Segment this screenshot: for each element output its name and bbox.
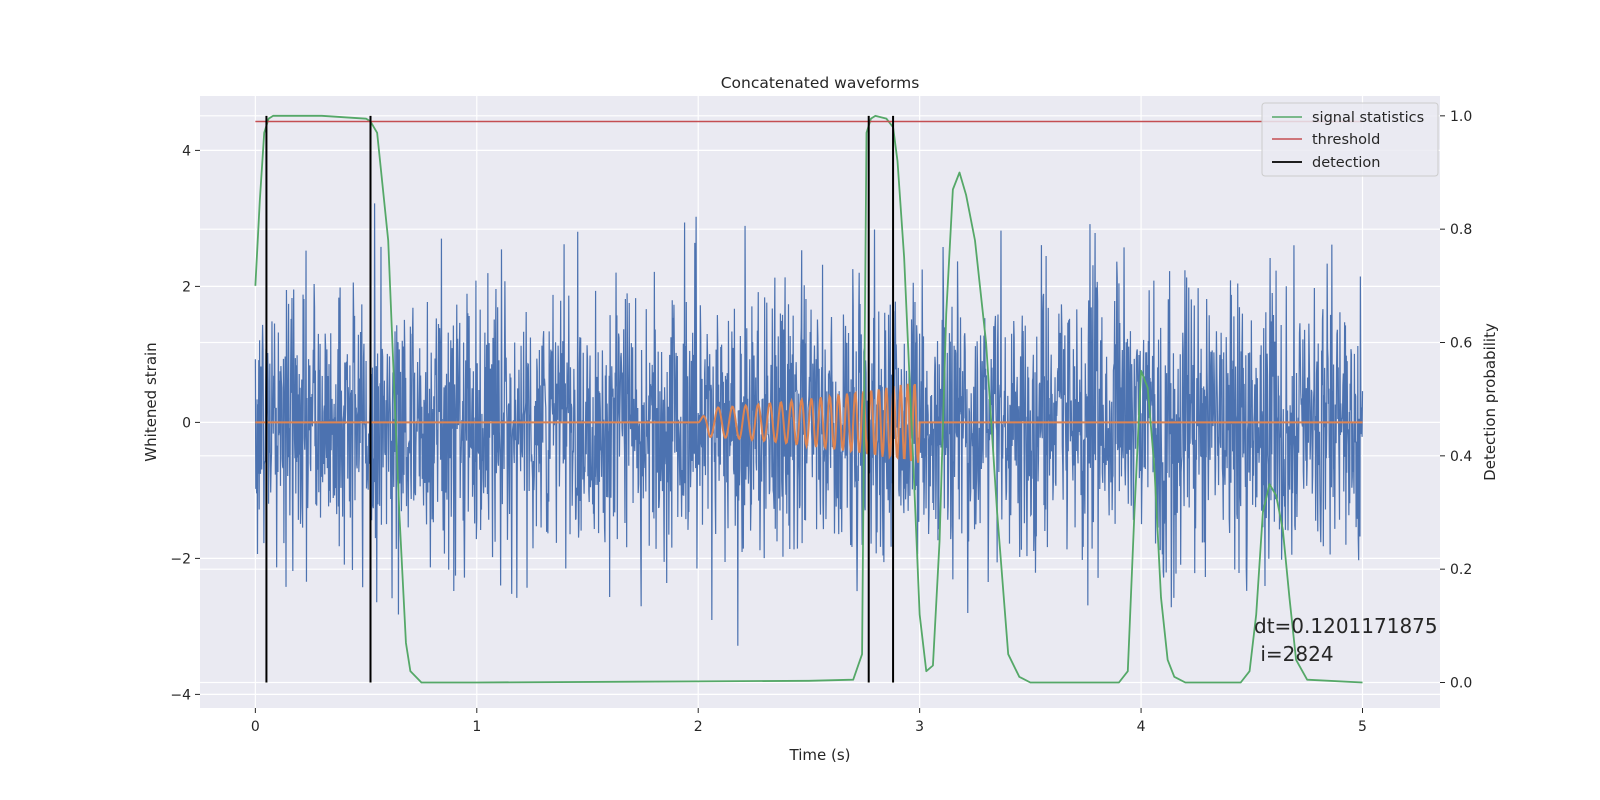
series-whitened-strain — [254, 203, 1364, 646]
y2-tick-label-5: 1.0 — [1450, 109, 1472, 125]
legend-box — [1261, 102, 1439, 177]
x-tick-label-3: 3 — [915, 719, 924, 735]
annotation-i: i=2824 — [1254, 642, 1334, 666]
y-axis-label: Whitened strain — [142, 342, 160, 461]
y-tick-label-4: 4 — [182, 143, 191, 159]
chart-title: Concatenated waveforms — [721, 74, 920, 92]
y-tick-label-2: 0 — [182, 415, 191, 431]
y2-axis-label: Detection probability — [1481, 323, 1499, 481]
injection-layer — [255, 383, 1363, 463]
y-tick-label-3: 2 — [182, 279, 191, 295]
y2-tick-label-3: 0.6 — [1450, 336, 1472, 352]
legend-label-threshold: threshold — [1312, 132, 1380, 148]
x-tick-label-2: 2 — [694, 719, 703, 735]
stat-layer — [254, 114, 1363, 684]
y2-tick-label-0: 0.0 — [1450, 676, 1472, 692]
x-tick-label-1: 1 — [472, 719, 481, 735]
x-tick-label-4: 4 — [1137, 719, 1146, 735]
legend-label-detection: detection — [1312, 155, 1380, 171]
y-tick-label-0: −4 — [170, 687, 191, 703]
y-tick-label-1: −2 — [170, 551, 191, 567]
strain-layer — [254, 203, 1364, 646]
annotation-dt: dt=0.1201171875 — [1254, 614, 1438, 638]
x-axis-label: Time (s) — [789, 746, 851, 764]
y2-tick-label-2: 0.4 — [1450, 449, 1472, 465]
detection-layer — [265, 115, 895, 683]
x-tick-label-5: 5 — [1358, 719, 1367, 735]
ticks: 0 1 2 3 4 5 −4 −2 0 2 4 0.0 0.2 0.4 0.6 0.8 1.0 — [170, 109, 1472, 735]
y2-tick-label-4: 0.8 — [1450, 222, 1472, 238]
legend-label-signal-statistics: signal statistics — [1312, 110, 1424, 126]
y2-tick-label-1: 0.2 — [1450, 562, 1472, 578]
series-signal-statistics — [254, 114, 1363, 684]
x-tick-label-0: 0 — [251, 719, 260, 735]
legend: signal statistics threshold detection — [1261, 102, 1439, 177]
series-injected-chirp — [255, 383, 1363, 463]
